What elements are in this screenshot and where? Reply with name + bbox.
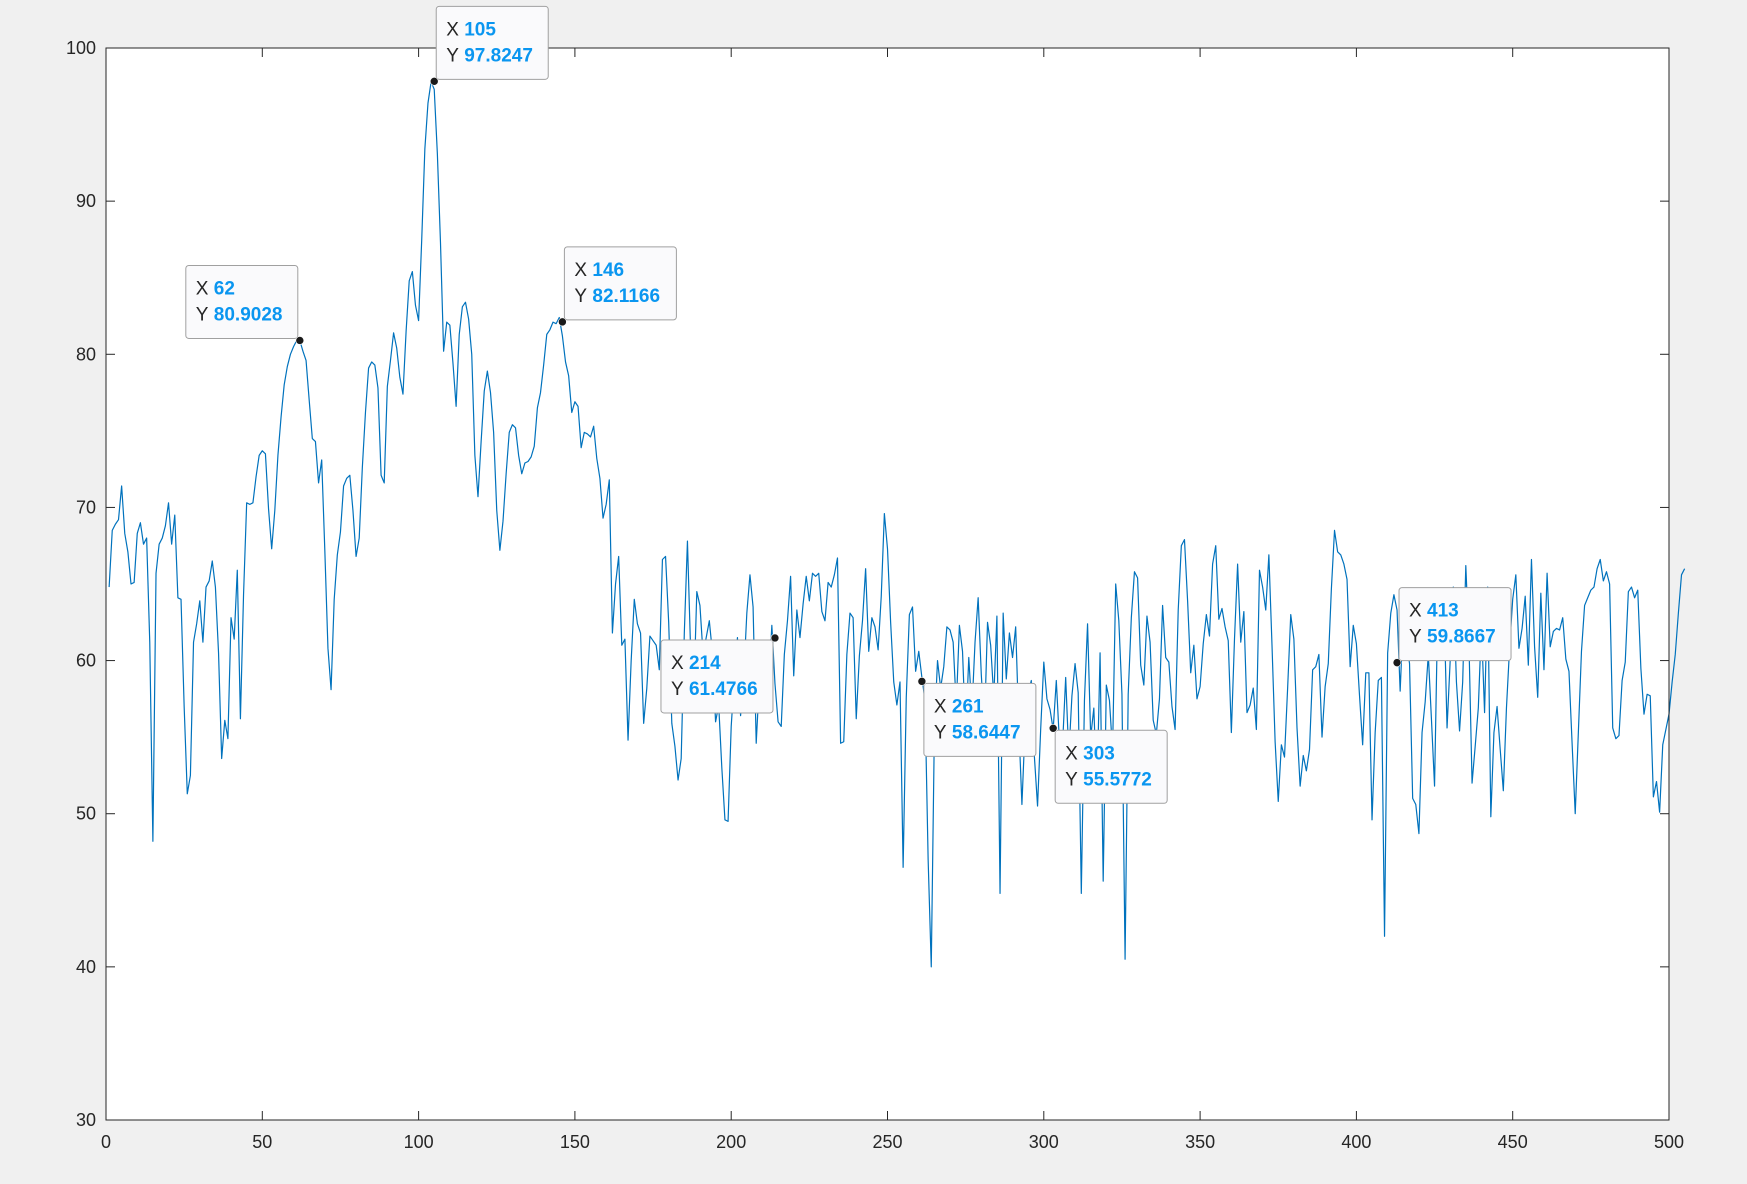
- datatip[interactable]: X 62Y 80.9028: [185, 264, 305, 345]
- datatip-y-label: Y: [446, 45, 459, 66]
- datatip-marker: [295, 336, 305, 345]
- y-tick-label: 80: [76, 344, 96, 364]
- datatip-y-label: Y: [1409, 627, 1422, 648]
- x-tick-label: 150: [560, 1132, 590, 1152]
- datatip-y-label: Y: [671, 679, 684, 700]
- series-layer: [108, 81, 1686, 968]
- plot-area: [106, 48, 1669, 1120]
- y-tick-label: 90: [76, 191, 96, 211]
- datatip-box: [435, 5, 549, 80]
- datatip-marker: [429, 77, 439, 86]
- datatip-box: [1398, 587, 1512, 662]
- datatip-y-value: 58.6447: [952, 722, 1021, 743]
- x-tick-label: 350: [1185, 1132, 1215, 1152]
- datatip-box: [660, 639, 774, 714]
- x-tick-label: 500: [1654, 1132, 1684, 1152]
- datatip-marker: [917, 677, 927, 686]
- y-tick-label: 60: [76, 651, 96, 671]
- x-tick-label: 100: [404, 1132, 434, 1152]
- datatip-x-value: 146: [592, 260, 624, 281]
- y-tick-label: 50: [76, 804, 96, 824]
- datatip-x-value: 62: [214, 278, 235, 299]
- datatip-x-value: 214: [689, 653, 721, 674]
- datatip-x-label: X: [1409, 601, 1422, 622]
- datatip-marker: [770, 633, 780, 643]
- datatip-y-value: 55.5772: [1083, 769, 1152, 790]
- axes[interactable]: 0 50 100 150 200 250 300 350 400 450 500 30 40 50 60 70…: [66, 5, 1686, 1152]
- datatip-y-label: Y: [574, 286, 587, 307]
- x-tick-label: 250: [872, 1132, 902, 1152]
- datatip-box: [563, 246, 677, 321]
- datatip-x-value: 105: [464, 19, 496, 40]
- datatip-x-label: X: [574, 260, 587, 281]
- datatip-x-label: X: [671, 653, 684, 674]
- datatip-box: [923, 682, 1037, 757]
- datatip-y-value: 80.9028: [214, 304, 283, 325]
- y-tick-label: 40: [76, 957, 96, 977]
- x-tick-label: 400: [1341, 1132, 1371, 1152]
- datatip-y-label: Y: [196, 304, 209, 325]
- x-tick-label: 200: [716, 1132, 746, 1152]
- y-tick-label: 70: [76, 497, 96, 517]
- x-tick-label: 450: [1498, 1132, 1528, 1152]
- x-tick-label: 50: [252, 1132, 272, 1152]
- datatip-box: [185, 264, 299, 339]
- datatip-y-value: 97.8247: [464, 45, 533, 66]
- datatip-x-label: X: [1065, 743, 1078, 764]
- y-tick-label: 100: [66, 38, 96, 58]
- y-tick-label: 30: [76, 1110, 96, 1130]
- datatip-x-label: X: [934, 696, 947, 717]
- datatip-marker: [1392, 658, 1402, 667]
- datatip-marker: [1048, 724, 1058, 733]
- datatip-y-value: 82.1166: [592, 286, 660, 307]
- datatip-x-value: 261: [952, 696, 984, 717]
- datatip-y-label: Y: [1065, 769, 1078, 790]
- ticks-layer: 0 50 100 150 200 250 300 350 400 450 500 30 40 50 60 70…: [66, 38, 1684, 1152]
- datatip-y-value: 61.4766: [689, 679, 758, 700]
- datatip-x-label: X: [446, 19, 459, 40]
- datatip-y-value: 59.8667: [1427, 627, 1496, 648]
- series-line-1: [108, 81, 1686, 968]
- datatip-y-label: Y: [934, 722, 947, 743]
- datatip-x-label: X: [196, 278, 209, 299]
- datatip-x-value: 413: [1427, 601, 1459, 622]
- datatip-x-value: 303: [1083, 743, 1115, 764]
- datatip-marker: [558, 317, 567, 327]
- x-tick-label: 300: [1029, 1132, 1059, 1152]
- x-tick-label: 0: [101, 1132, 111, 1152]
- datatip-box: [1054, 729, 1168, 804]
